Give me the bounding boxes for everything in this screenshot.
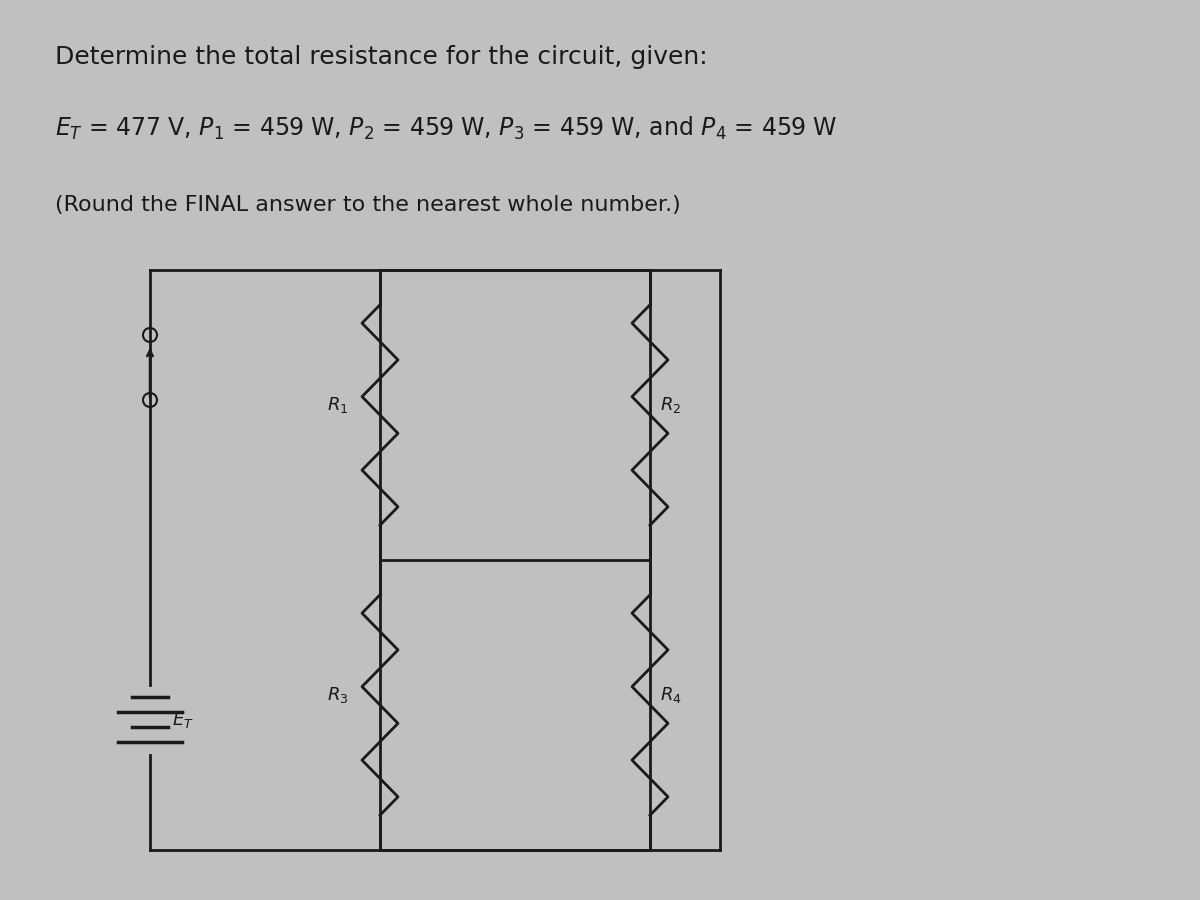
Text: $R_3$: $R_3$ bbox=[326, 685, 348, 705]
Text: Determine the total resistance for the circuit, given:: Determine the total resistance for the c… bbox=[55, 45, 708, 69]
Text: $R_4$: $R_4$ bbox=[660, 685, 682, 705]
Text: $R_1$: $R_1$ bbox=[326, 395, 348, 415]
Text: $E_T$ = 477 V, $P_1$ = 459 W, $P_2$ = 459 W, $P_3$ = 459 W, and $P_4$ = 459 W: $E_T$ = 477 V, $P_1$ = 459 W, $P_2$ = 45… bbox=[55, 115, 838, 142]
Text: $E_T$: $E_T$ bbox=[172, 710, 194, 730]
Text: $R_2$: $R_2$ bbox=[660, 395, 682, 415]
Text: (Round the FINAL answer to the nearest whole number.): (Round the FINAL answer to the nearest w… bbox=[55, 195, 680, 215]
